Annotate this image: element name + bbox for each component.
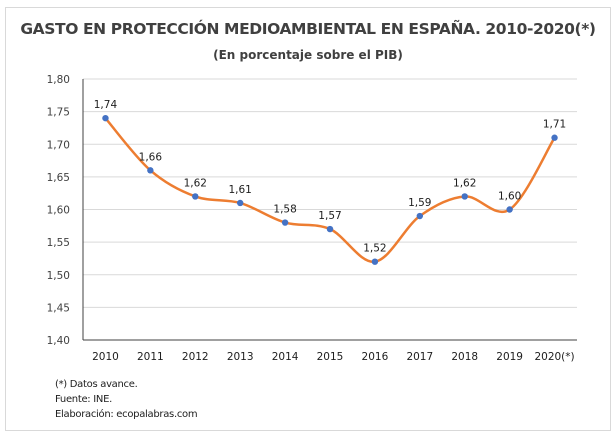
x-tick-label: 2018 (451, 351, 478, 363)
note-source: Fuente: INE. (55, 394, 112, 405)
y-tick-label: 1,70 (47, 139, 70, 151)
data-point (461, 193, 468, 200)
data-point (236, 199, 244, 207)
data-point (371, 258, 379, 265)
x-tick-label: 2017 (406, 351, 433, 363)
note-credit: Elaboración: ecopalabras.com (55, 409, 198, 420)
data-point (416, 212, 424, 220)
data-point (551, 134, 558, 141)
data-label: 1,61 (228, 184, 251, 196)
y-tick-label: 1,50 (47, 270, 70, 282)
y-tick-label: 1,60 (47, 205, 70, 217)
data-label: 1,74 (94, 99, 118, 111)
data-point (102, 114, 109, 122)
y-tick-label: 1,40 (47, 335, 70, 347)
x-tick-label: 2014 (272, 351, 299, 363)
data-point (506, 206, 513, 213)
data-label: 1,60 (498, 191, 521, 203)
x-tick-label: 2012 (182, 351, 209, 363)
data-label: 1,62 (184, 177, 207, 189)
chart-frame (5, 7, 611, 431)
y-tick-label: 1,75 (47, 107, 70, 119)
y-tick-label: 1,45 (47, 302, 70, 314)
x-tick-label: 2013 (227, 351, 254, 363)
data-point (147, 167, 154, 174)
data-label: 1,57 (318, 210, 341, 222)
data-point (281, 219, 289, 226)
note-advance: (*) Datos avance. (55, 379, 138, 390)
data-label: 1,66 (139, 151, 163, 163)
x-tick-label: 2015 (317, 351, 344, 363)
chart-title: GASTO EN PROTECCIÓN MEDIOAMBIENTAL EN ES… (20, 20, 596, 38)
y-tick-label: 1,55 (47, 237, 70, 249)
x-tick-label: 2010 (92, 351, 119, 363)
x-tick-label: 2020(*) (534, 351, 574, 363)
data-label: 1,71 (543, 119, 566, 131)
data-label: 1,59 (408, 197, 431, 209)
data-point (326, 225, 334, 233)
y-tick-label: 1,80 (47, 74, 70, 86)
x-tick-label: 2011 (137, 351, 164, 363)
chart-subtitle: (En porcentaje sobre el PIB) (213, 48, 403, 62)
data-label: 1,62 (453, 177, 476, 189)
chart-notes: (*) Datos avance. Fuente: INE. Elaboraci… (55, 377, 198, 422)
x-tick-label: 2016 (362, 351, 389, 363)
data-label: 1,58 (273, 204, 296, 216)
data-point (192, 193, 199, 200)
y-tick-label: 1,65 (47, 172, 70, 184)
series-line (104, 117, 556, 263)
data-label: 1,52 (363, 243, 386, 255)
x-tick-label: 2019 (496, 351, 523, 363)
